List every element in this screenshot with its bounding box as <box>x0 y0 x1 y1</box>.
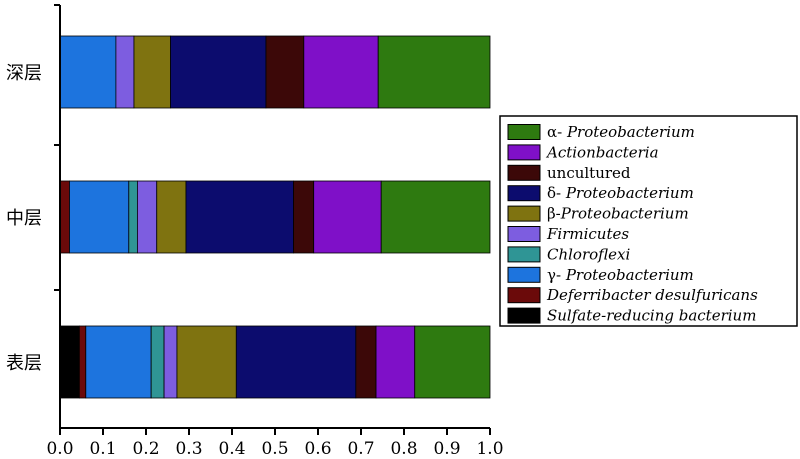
x-tick-label: 0.3 <box>175 439 202 459</box>
legend-swatch <box>507 246 541 263</box>
x-tick-label: 0.9 <box>433 439 460 459</box>
x-tick-label: 0.2 <box>132 439 159 459</box>
bar-segment <box>375 325 416 399</box>
legend-entry-label: Actionbacteria <box>545 143 659 161</box>
bar-segment <box>115 35 135 109</box>
legend-box <box>499 115 798 327</box>
bar-segment <box>414 325 491 399</box>
bar-segment <box>163 325 178 399</box>
bar-segment <box>176 325 237 399</box>
bar-segment <box>265 35 305 109</box>
bar-segment <box>85 325 152 399</box>
bar-segment <box>150 325 165 399</box>
legend-swatch <box>507 144 541 161</box>
bar-segment <box>156 180 187 254</box>
category-label: 中层 <box>6 208 42 229</box>
legend-entry-label: α- Proteobacterium <box>547 123 695 141</box>
x-tick-label: 0.6 <box>304 439 331 459</box>
bar-segment <box>78 325 87 399</box>
legend: α- Proteobacterium Actionbacteria uncultur… <box>499 115 798 327</box>
bar-segment <box>59 35 117 109</box>
bar-segment <box>355 325 377 399</box>
x-tick-label: 0.7 <box>347 439 374 459</box>
x-tick-label: 1.0 <box>476 439 503 459</box>
legend-swatch <box>507 226 541 242</box>
legend-entry-label: γ- Proteobacterium <box>547 266 694 284</box>
x-tick-label: 0.8 <box>390 439 417 459</box>
bar-segment <box>59 180 70 254</box>
legend-swatch <box>507 164 541 181</box>
bar-segment <box>235 325 357 399</box>
legend-entry-label: Firmicutes <box>546 225 629 243</box>
bar-segment <box>377 35 491 109</box>
x-tick-label: 0.0 <box>46 439 73 459</box>
bars-layer <box>59 35 491 399</box>
bar-segment <box>133 35 171 109</box>
bar-segment <box>293 180 315 254</box>
legend-entry-label: Deferribacter desulfuricans <box>546 286 758 304</box>
bar-segment <box>303 35 379 109</box>
legend-entry-label: Sulfate-reducing bacterium <box>547 307 756 325</box>
legend-swatch <box>507 205 541 222</box>
category-label: 表层 <box>6 353 42 374</box>
legend-swatch <box>507 287 541 304</box>
bar-segment <box>170 35 267 109</box>
legend-swatch <box>507 185 541 202</box>
legend-swatch <box>507 124 541 140</box>
bar-segment <box>313 180 382 254</box>
legend-swatch <box>507 266 541 283</box>
bar-segment <box>59 325 80 399</box>
legend-entry-label: δ- Proteobacterium <box>547 184 694 202</box>
bar-segment <box>185 180 294 254</box>
x-tick-label: 0.5 <box>261 439 288 459</box>
x-tick-label: 0.1 <box>89 439 116 459</box>
bar-segment <box>380 180 491 254</box>
category-label: 深层 <box>6 63 42 84</box>
x-tick-label: 0.4 <box>218 439 245 459</box>
legend-entry-label: uncultured <box>547 164 631 182</box>
bar-segment <box>136 180 158 254</box>
bar-segment <box>69 180 130 254</box>
legend-swatch <box>507 307 541 324</box>
legend-entry-label: Chloroflexi <box>547 245 631 263</box>
bar-segment <box>128 180 138 254</box>
legend-entry-label: β-Proteobacterium <box>547 205 689 223</box>
